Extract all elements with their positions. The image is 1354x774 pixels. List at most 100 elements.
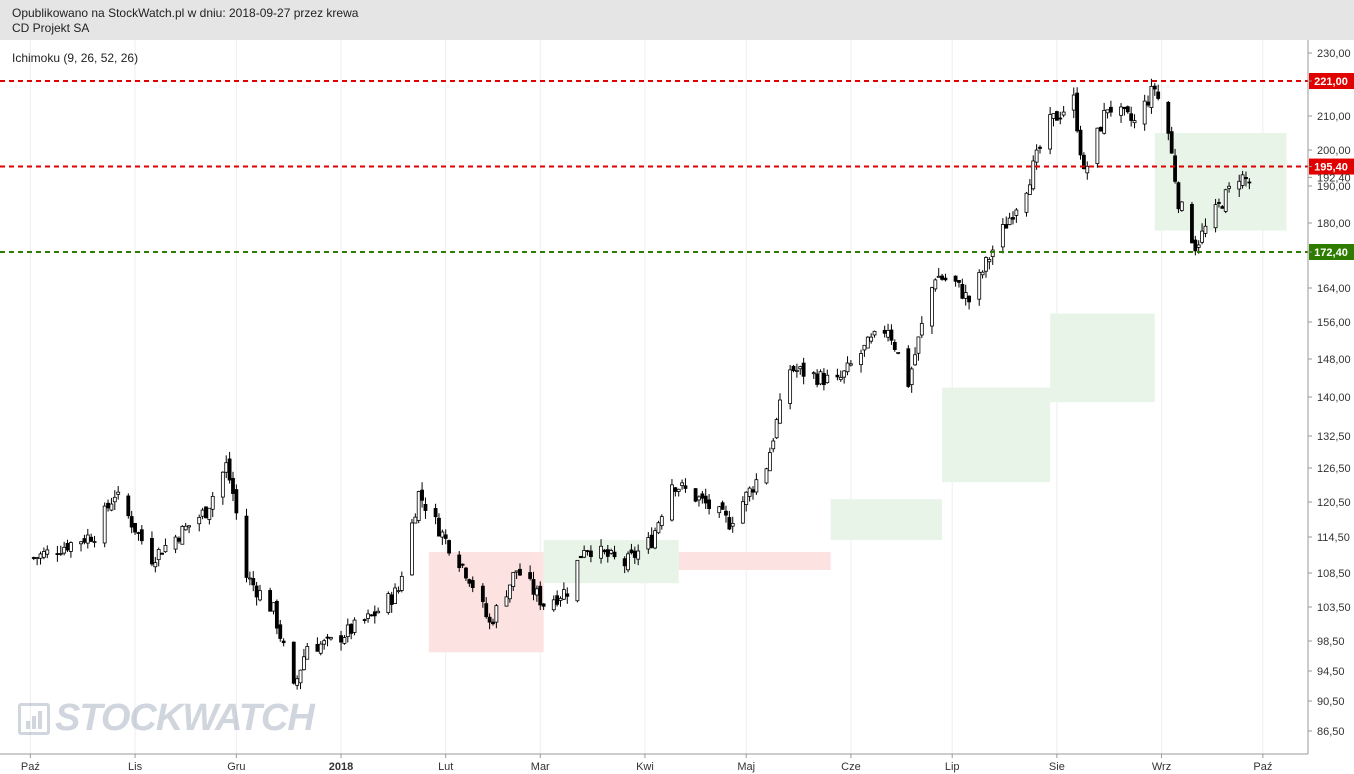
candle-body — [589, 550, 593, 558]
candle-body — [220, 471, 225, 498]
candle-body — [724, 510, 728, 516]
candle-body — [957, 280, 961, 283]
candle-body — [960, 284, 965, 299]
cloud-bear — [678, 552, 831, 570]
candle-body — [41, 551, 46, 558]
candle-body — [551, 599, 556, 611]
candle-body — [811, 372, 816, 375]
candle-body — [204, 506, 208, 519]
candle-body — [531, 579, 536, 595]
candle-body — [791, 365, 796, 372]
candle-body — [1142, 100, 1147, 125]
y-tick-label: 90,50 — [1317, 696, 1345, 708]
candle-body — [565, 593, 570, 597]
candle-body — [990, 249, 995, 258]
cloud-bull — [942, 387, 1051, 483]
candle-body — [1078, 129, 1083, 156]
candle-body — [416, 491, 421, 521]
candle-body — [1166, 101, 1171, 134]
candle-body — [1105, 109, 1110, 114]
y-tick-label: 230,00 — [1317, 48, 1351, 60]
candle-body — [362, 619, 367, 621]
candle-body — [599, 545, 603, 559]
candle-body — [967, 295, 971, 303]
candle-body — [801, 362, 806, 377]
candle-body — [534, 588, 539, 596]
candle-body — [224, 462, 229, 473]
candle-body — [1247, 181, 1252, 184]
candle-body — [136, 532, 141, 534]
candle-body — [1237, 180, 1242, 190]
y-tick-label: 140,00 — [1317, 392, 1351, 404]
candle-body — [815, 373, 820, 385]
candle-body — [872, 330, 877, 336]
candle-body — [106, 502, 110, 509]
candle-body — [740, 501, 745, 524]
candle-body — [582, 550, 587, 558]
candle-body — [55, 553, 60, 555]
candle-body — [177, 537, 181, 542]
price-level-badge — [1309, 158, 1354, 175]
candle-body — [1240, 174, 1245, 186]
candle-body — [1132, 120, 1137, 124]
candle-body — [626, 553, 630, 571]
candle-body — [1125, 106, 1130, 113]
y-tick-label: 192,40 — [1317, 172, 1351, 184]
candle-body — [183, 525, 188, 531]
candle-body — [45, 549, 50, 555]
candle-body — [1152, 85, 1157, 90]
candle-body — [984, 257, 988, 272]
y-tick-label: 120,50 — [1317, 497, 1351, 509]
candle-body — [1031, 160, 1036, 190]
candle-body — [396, 590, 401, 593]
candle-body — [82, 538, 87, 543]
price-level-label: 172,40 — [1314, 247, 1348, 259]
price-level-badge — [1309, 73, 1354, 89]
candle-body — [886, 330, 890, 338]
candle-body — [771, 440, 776, 450]
price-level-label: 221,00 — [1314, 76, 1348, 88]
candle-body — [1119, 106, 1123, 116]
x-tick-label: Gru — [227, 761, 245, 773]
candle-body — [1227, 185, 1231, 189]
candle-body — [859, 353, 863, 365]
candle-body — [1007, 217, 1012, 226]
candle-body — [862, 344, 867, 351]
candle-body — [943, 277, 948, 281]
candle-body — [69, 542, 73, 552]
candle-body — [1220, 206, 1225, 209]
y-tick-label: 200,00 — [1317, 145, 1351, 157]
candle-body — [680, 482, 684, 486]
candle-body — [659, 516, 664, 526]
cloud-bull — [1050, 313, 1155, 403]
candle-body — [278, 624, 283, 639]
x-tick-label: Lis — [128, 761, 143, 773]
indicator-label: Ichimoku (9, 26, 52, 26) — [12, 51, 139, 65]
candle-body — [315, 644, 320, 652]
x-tick-label: Paź — [21, 761, 40, 773]
candle-body — [1054, 111, 1059, 121]
candle-body — [258, 590, 262, 601]
candle-body — [386, 593, 391, 613]
candle-body — [821, 372, 826, 385]
candle-body — [349, 623, 354, 634]
y-tick-label: 86,50 — [1317, 726, 1345, 738]
candle-body — [1095, 127, 1100, 165]
candle-body — [1098, 126, 1103, 132]
candle-body — [1038, 146, 1042, 149]
candle-body — [1011, 217, 1015, 220]
candle-body — [561, 589, 566, 600]
candle-body — [1179, 201, 1184, 211]
candle-body — [156, 549, 161, 561]
x-tick-label: Wrz — [1152, 761, 1171, 773]
candle-body — [518, 568, 522, 576]
candle-body — [629, 549, 634, 554]
candle-body — [504, 596, 509, 607]
candle-body — [234, 489, 239, 514]
candle-body — [1190, 204, 1194, 244]
candle-body — [1217, 202, 1221, 204]
candle-body — [443, 534, 448, 539]
candle-body — [717, 506, 722, 514]
candle-body — [295, 678, 300, 686]
candle-body — [744, 491, 749, 505]
